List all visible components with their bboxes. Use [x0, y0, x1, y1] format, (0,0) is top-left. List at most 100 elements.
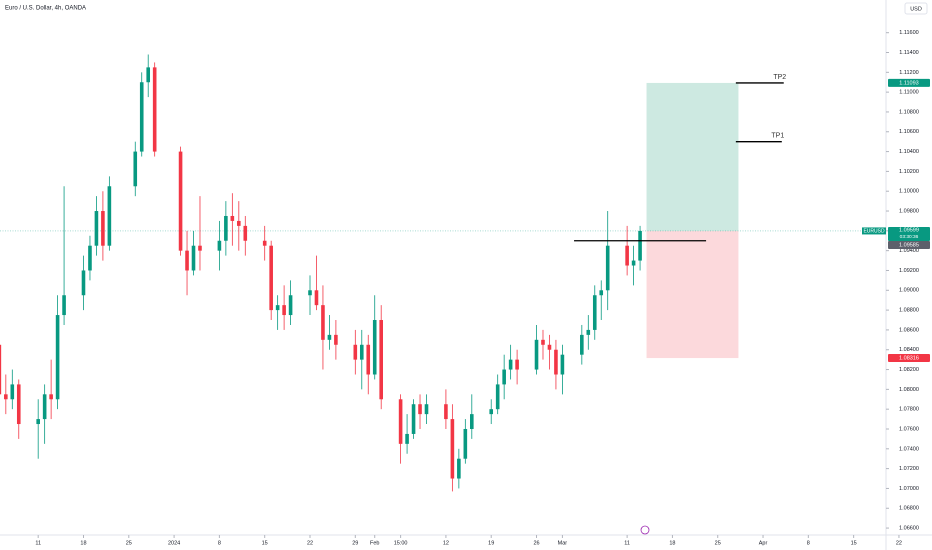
candle-body: [457, 458, 461, 479]
countdown-label: 03:30:36: [900, 234, 919, 240]
candle-body: [592, 295, 597, 330]
y-tick-label: 1.10600: [899, 129, 919, 135]
candle-body: [405, 433, 409, 444]
line-label: TP2: [773, 74, 786, 81]
candle-body: [146, 67, 151, 83]
candle-body: [282, 305, 286, 316]
candle-body: [398, 399, 403, 444]
x-tick-label: 11: [624, 540, 630, 546]
x-tick-label: 18: [80, 540, 86, 546]
y-tick-label: 1.11000: [899, 90, 918, 96]
candle-body: [547, 344, 552, 350]
x-tick-label: 22: [307, 540, 313, 546]
candle-body: [133, 151, 138, 187]
x-tick-label: 26: [533, 540, 539, 546]
candle-body: [424, 404, 429, 415]
x-tick-label: 19: [488, 540, 494, 546]
currency-button[interactable]: [904, 2, 928, 15]
candle-body: [178, 151, 183, 251]
symbol-tag: [862, 227, 886, 235]
candle-body: [508, 359, 513, 370]
candle-body: [359, 344, 364, 360]
y-tick-label: 1.11400: [899, 50, 918, 56]
y-tick-label: 1.07600: [899, 426, 919, 432]
y-tick-label: 1.08400: [899, 347, 919, 353]
candle-body: [55, 315, 60, 400]
currency-label[interactable]: USD: [910, 6, 922, 12]
y-tick-label: 1.06800: [899, 506, 919, 512]
candle-body: [16, 384, 21, 425]
candle-body: [224, 215, 228, 241]
candle-body: [237, 220, 241, 226]
candle-body: [230, 215, 235, 221]
y-tick-label: 1.10000: [899, 189, 919, 195]
candle-body: [411, 404, 416, 434]
candle-body: [4, 394, 8, 400]
y-tick-label: 1.09400: [899, 248, 919, 254]
candle-body: [366, 344, 371, 375]
x-tick-label: 12: [443, 540, 449, 546]
candle-body: [463, 428, 468, 459]
y-tick-label: 1.09200: [899, 268, 919, 274]
candle-body: [554, 349, 558, 375]
y-tick-label: 1.08200: [899, 367, 919, 373]
price-tag-label: 1.11093: [899, 80, 918, 86]
candle-body: [269, 245, 273, 311]
candle-body: [502, 369, 506, 385]
y-tick-label: 1.07400: [899, 446, 919, 452]
candle-body: [515, 359, 519, 370]
candle-body: [10, 384, 15, 400]
y-tick-label: 1.10400: [899, 149, 919, 155]
candle-body: [372, 320, 377, 375]
price-tag-label: 1.08316: [899, 356, 919, 362]
x-tick-label: 8: [218, 540, 221, 546]
x-tick-label: 29: [352, 540, 358, 546]
price-tag: [888, 226, 930, 241]
x-tick-label: Feb: [370, 540, 379, 546]
candle-body: [308, 290, 312, 296]
candle-body: [243, 225, 248, 241]
event-icon[interactable]: [640, 525, 650, 535]
candle-body: [0, 344, 2, 395]
candle-body: [262, 240, 267, 246]
x-tick-label: 15: [851, 540, 857, 546]
y-tick-label: 1.08800: [899, 308, 919, 314]
candle-body: [580, 334, 584, 355]
candle-body: [321, 305, 325, 340]
candle-body: [314, 290, 319, 306]
candle-body: [625, 245, 629, 266]
candle-body: [334, 334, 338, 345]
symbol-title: Euro / U.S. Dollar, 4h, OANDA: [5, 6, 86, 12]
candle-body: [418, 404, 422, 415]
candle-body: [534, 339, 539, 370]
price-tag: [888, 78, 930, 87]
line-label: TP1: [771, 133, 784, 140]
candle-body: [198, 245, 202, 251]
candle-body: [107, 186, 112, 246]
candle-body: [489, 409, 494, 415]
price-tag-label: 1.09585: [899, 242, 919, 248]
profit-zone: [646, 82, 739, 231]
y-tick-label: 1.07000: [899, 486, 919, 492]
candle-body: [139, 82, 144, 152]
candle-body: [586, 329, 591, 335]
price-tag-label: 1.09599: [899, 227, 919, 233]
candle-body: [191, 245, 196, 271]
loss-zone: [646, 230, 739, 359]
symbol-tag-label: EURUSD: [863, 228, 885, 234]
candle-body: [541, 339, 545, 345]
x-tick-label: 25: [126, 540, 132, 546]
candle-body: [88, 245, 92, 271]
plot-area: TP2 TP1: [0, 54, 886, 492]
y-tick-label: 1.11600: [899, 30, 918, 36]
y-tick-label: 1.10800: [899, 109, 919, 115]
candle-body: [605, 245, 610, 291]
x-tick-label: 8: [807, 540, 810, 546]
candle-body: [42, 394, 47, 420]
candle-body: [631, 260, 636, 266]
x-tick-label: 15: [262, 540, 268, 546]
x-tick-label: 18: [669, 540, 675, 546]
